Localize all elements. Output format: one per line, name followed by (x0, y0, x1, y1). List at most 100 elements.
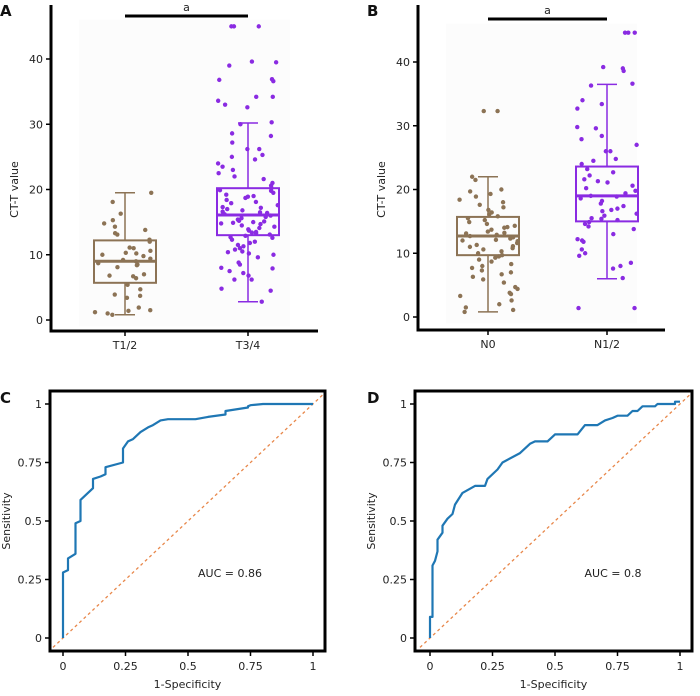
data-point (587, 173, 592, 178)
panel-b-boxplot: B 0 10 20 30 40 CT-T value N0 N1/2 a (367, 2, 665, 351)
data-point (118, 211, 123, 216)
data-point (599, 198, 605, 204)
data-point (469, 265, 475, 271)
data-point (245, 194, 251, 199)
data-point (460, 238, 465, 243)
data-point (112, 231, 118, 236)
data-point (252, 157, 258, 162)
y-axis-label: Sensitivity (0, 492, 13, 550)
data-point (479, 268, 485, 273)
data-point (249, 230, 255, 235)
data-point (622, 30, 628, 35)
data-point (239, 223, 245, 228)
data-point (599, 101, 605, 107)
data-point (270, 180, 275, 186)
panel-d-roc: D 0 0 0.25 0.25 0.5 0.5 0.75 0.75 1 1 1-Specificit… (365, 389, 694, 691)
data-point (241, 244, 246, 249)
data-point (500, 200, 506, 205)
data-point (626, 30, 631, 35)
data-point (141, 272, 147, 277)
data-point (591, 158, 596, 164)
y-tick-label: 10 (396, 247, 410, 260)
data-point (252, 239, 258, 244)
data-point (258, 205, 264, 210)
y-tick-label: 40 (29, 53, 43, 66)
data-point (633, 188, 638, 193)
data-point (601, 64, 606, 70)
y-tick-label: 0.75 (18, 457, 43, 470)
panel-label-c: C (0, 389, 11, 407)
data-point (257, 146, 262, 152)
data-point (575, 124, 580, 130)
data-point (227, 268, 232, 274)
data-point (241, 270, 246, 276)
data-point (634, 142, 639, 148)
data-point (261, 176, 266, 182)
data-point (92, 309, 98, 315)
data-point (632, 305, 637, 311)
data-point (124, 295, 130, 301)
data-point (235, 242, 241, 248)
data-point (583, 186, 589, 191)
data-point (240, 208, 245, 213)
data-point (582, 251, 588, 256)
data-point (499, 272, 504, 277)
data-point (270, 235, 275, 240)
data-point (481, 108, 486, 114)
data-point (613, 156, 618, 162)
significance-label: a (183, 1, 190, 14)
data-point (510, 245, 515, 251)
data-point (224, 197, 229, 203)
data-point (149, 190, 154, 195)
data-point (225, 206, 230, 212)
data-point (615, 206, 620, 211)
data-point (510, 307, 516, 313)
y-axis-label: CT-T value (8, 161, 21, 218)
data-point (112, 224, 118, 229)
significance-label: a (544, 4, 551, 17)
y-tick-label: 20 (29, 184, 43, 197)
data-point (270, 94, 275, 100)
data-point (218, 221, 224, 226)
data-point (268, 133, 274, 139)
data-point (632, 30, 637, 35)
data-point (599, 216, 604, 222)
data-point (495, 108, 500, 114)
data-point (229, 131, 235, 136)
data-point (621, 203, 626, 209)
data-point (467, 244, 473, 250)
data-point (610, 170, 616, 175)
data-point (220, 204, 225, 210)
data-point (134, 262, 140, 268)
data-point (457, 197, 462, 202)
data-point (602, 213, 607, 218)
data-point (254, 94, 259, 100)
data-point (227, 63, 232, 68)
data-point (513, 284, 518, 290)
data-point (589, 215, 594, 221)
data-point (131, 246, 136, 251)
data-point (148, 248, 153, 254)
data-point (136, 305, 141, 310)
x-tick-label: 0.75 (605, 660, 630, 673)
data-point (253, 199, 259, 205)
data-point (599, 133, 605, 139)
data-point (493, 255, 498, 260)
plot-background (79, 19, 290, 327)
data-point (501, 280, 507, 285)
data-point (240, 249, 245, 254)
data-point (618, 263, 623, 269)
data-point (100, 252, 105, 257)
panel-a-boxplot: A 0 10 20 30 40 CT-T value T1/2 T3/4 a (0, 1, 318, 352)
roc-curve-line (428, 400, 680, 638)
data-point (595, 179, 601, 184)
data-point (126, 308, 131, 314)
x-axis-label: 1-Specificity (154, 678, 222, 691)
data-point (148, 308, 153, 313)
data-point (477, 202, 482, 207)
data-point (474, 242, 479, 248)
y-tick-label: 0 (400, 632, 407, 645)
data-point (217, 77, 222, 83)
data-point (270, 266, 275, 271)
data-point (219, 265, 224, 270)
